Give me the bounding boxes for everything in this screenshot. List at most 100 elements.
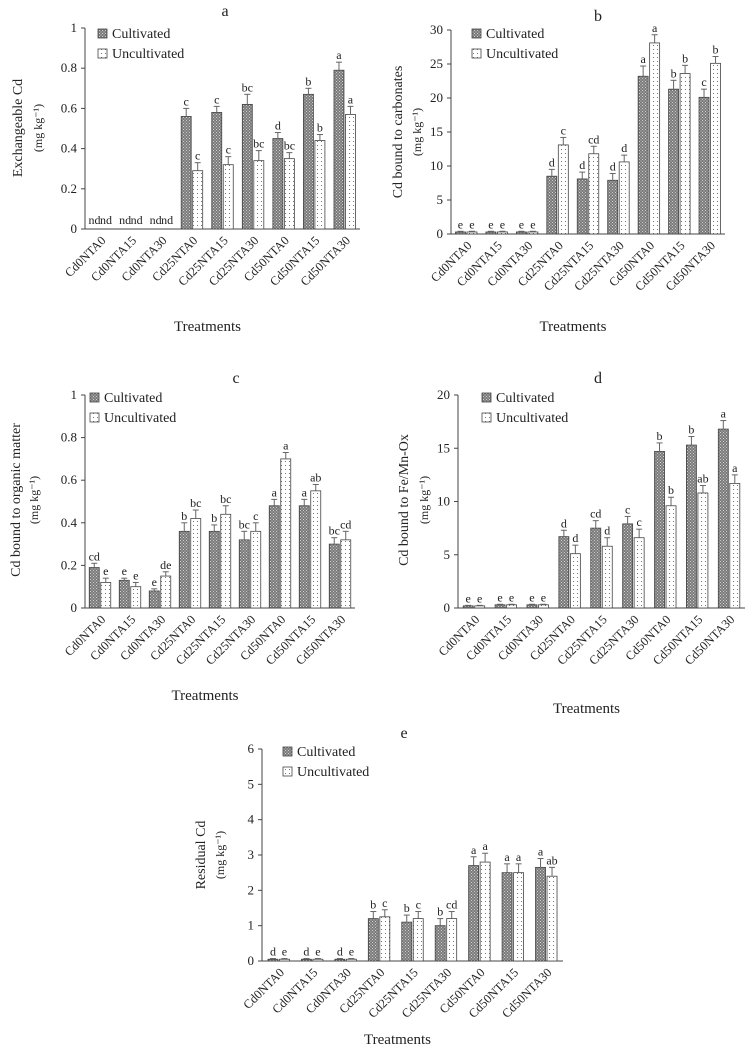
bar-uncultivated — [697, 492, 709, 609]
significance-letter: cd — [446, 898, 457, 912]
bar-uncultivated — [538, 604, 549, 609]
bar-uncultivated — [312, 958, 324, 962]
x-axis-label-a: Treatments — [174, 319, 241, 335]
bar-cultivated — [515, 231, 527, 235]
significance-letter: c — [416, 898, 421, 912]
panel-title-e: e — [400, 725, 407, 742]
bar-cultivated — [178, 530, 190, 609]
significance-letter: e — [133, 568, 138, 582]
significance-letter: b — [305, 74, 311, 88]
significance-letter: nd — [161, 213, 173, 227]
legend-swatch-cultivated — [282, 746, 293, 757]
charts-root: a 0 0.2 0.4 0.6 0.8 1 Exchangeable Cd (mg kg⁻¹) n… — [9, 3, 745, 1048]
significance-letter: e — [103, 564, 108, 578]
significance-letter: a — [272, 485, 278, 499]
significance-letter: b — [688, 423, 694, 437]
significance-letter: a — [721, 407, 727, 421]
y-tick-label: 0 — [71, 600, 78, 615]
bar-uncultivated — [412, 918, 424, 962]
y-tick-label: 15 — [430, 124, 443, 139]
y-tick-label: 0.6 — [61, 100, 78, 115]
y-tick-label: 1 — [71, 20, 78, 35]
significance-letter: b — [317, 121, 323, 135]
bar-uncultivated — [729, 482, 741, 609]
legend-swatch-cultivated — [97, 28, 108, 39]
significance-letter: b — [181, 509, 187, 523]
y-tick-label: 0.6 — [61, 472, 78, 487]
significance-letter: bc — [220, 492, 231, 506]
bar-uncultivated — [190, 518, 202, 609]
bar-cultivated — [485, 231, 497, 235]
bar-uncultivated — [601, 545, 613, 609]
bar-uncultivated — [283, 158, 295, 230]
bar-uncultivated — [345, 958, 357, 962]
significance-letter: cd — [588, 132, 599, 146]
significance-letter: a — [348, 92, 354, 106]
bar-uncultivated — [220, 513, 232, 609]
significance-letter: a — [640, 52, 646, 66]
significance-letter: b — [437, 905, 443, 919]
significance-letter: d — [303, 945, 309, 959]
significance-letter: ab — [310, 470, 321, 484]
bar-uncultivated — [340, 539, 352, 609]
bar-uncultivated — [466, 231, 478, 235]
significance-letter: e — [477, 591, 482, 605]
bar-uncultivated — [314, 140, 326, 230]
significance-letter: bc — [239, 517, 250, 531]
bar-cultivated — [208, 530, 220, 609]
bar-uncultivated — [160, 575, 172, 609]
significance-letter: c — [636, 515, 641, 529]
panel-title-a: a — [221, 3, 228, 20]
bar-cultivated — [654, 451, 665, 609]
significance-letter: nd — [119, 213, 131, 227]
significance-letter: d — [579, 158, 585, 172]
bar-cultivated — [328, 543, 340, 609]
bar-uncultivated — [546, 875, 558, 962]
significance-letter: e — [458, 217, 463, 231]
x-axis-label-d: Treatments — [553, 701, 620, 717]
significance-letter: a — [652, 21, 658, 35]
bar-cultivated — [401, 921, 413, 962]
panel-title-d: d — [594, 370, 602, 387]
bar-uncultivated — [130, 586, 142, 609]
y-axis-unit-a: (mg kg⁻¹) — [31, 104, 45, 152]
bar-uncultivated — [679, 73, 691, 235]
y-tick-label: 5 — [248, 776, 255, 791]
bar-cultivated — [334, 958, 346, 962]
significance-letter: ab — [697, 472, 708, 486]
legend-label-cultivated: Cultivated — [104, 391, 162, 406]
legend-swatch-uncultivated — [471, 48, 482, 59]
significance-letter: e — [529, 590, 534, 604]
legend-swatch-cultivated — [481, 392, 492, 403]
bar-cultivated — [211, 112, 223, 230]
bar-uncultivated — [280, 458, 292, 609]
bar-uncultivated — [618, 161, 630, 235]
bar-uncultivated — [250, 530, 262, 609]
bar-cultivated — [686, 444, 697, 609]
y-tick-label: 25 — [430, 56, 443, 71]
significance-letter: d — [604, 524, 610, 538]
bar-uncultivated — [479, 861, 491, 962]
bar-cultivated — [546, 175, 558, 235]
y-tick-label: 20 — [437, 387, 450, 402]
legend-label-uncultivated: Uncultivated — [297, 765, 369, 780]
bar-uncultivated — [446, 918, 458, 962]
y-axis-label-c: Cd bound to organic matter — [9, 423, 24, 577]
y-tick-label: 10 — [437, 494, 450, 509]
significance-letter: c — [253, 509, 258, 523]
significance-letter: c — [226, 143, 231, 157]
y-tick-label: 0.2 — [61, 557, 77, 572]
significance-letter: nd — [100, 213, 112, 227]
x-axis-label-b: Treatments — [540, 319, 607, 335]
bar-cultivated — [272, 138, 284, 230]
significance-letter: a — [504, 850, 510, 864]
significance-letter: de — [160, 558, 171, 572]
significance-letter: e — [500, 217, 505, 231]
y-tick-label: 0.2 — [61, 181, 77, 196]
significance-letter: d — [610, 159, 616, 173]
y-tick-label: 0 — [71, 221, 78, 236]
significance-letter: d — [621, 141, 627, 155]
